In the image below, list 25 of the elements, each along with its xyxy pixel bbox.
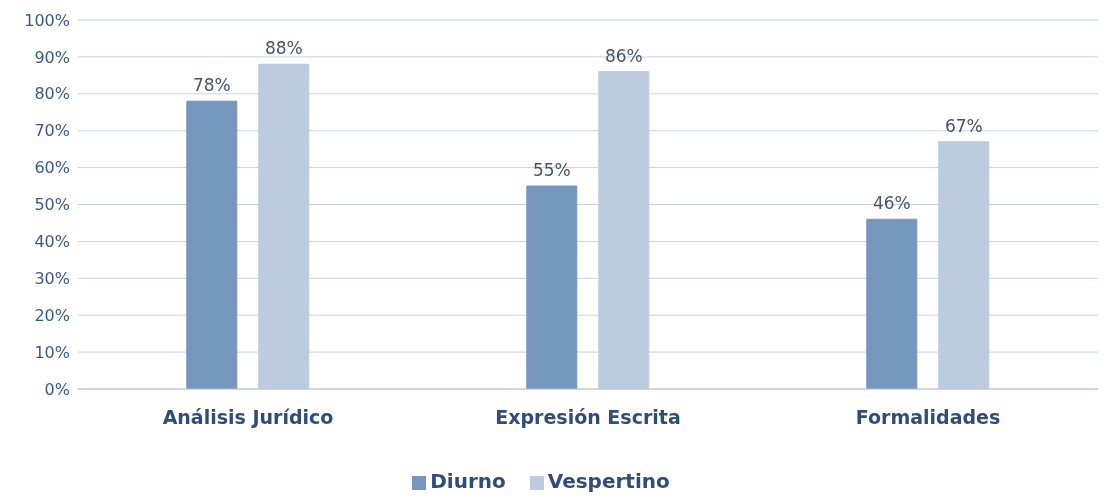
x-tick-label: Análisis Jurídico bbox=[162, 406, 334, 429]
y-tick-label: 50% bbox=[34, 195, 70, 215]
data-label: 46% bbox=[872, 193, 911, 214]
x-tick-label: Expresión Escrita bbox=[495, 406, 681, 429]
data-label: 86% bbox=[604, 45, 643, 66]
legend-label: Diurno bbox=[430, 469, 506, 493]
bar bbox=[186, 100, 238, 389]
y-tick-label: 60% bbox=[34, 158, 70, 178]
bar bbox=[866, 218, 918, 389]
data-label: 78% bbox=[192, 75, 231, 96]
data-label: 67% bbox=[944, 115, 983, 136]
legend-label: Vespertino bbox=[547, 469, 670, 493]
bar bbox=[526, 185, 578, 389]
y-tick-label: 70% bbox=[34, 121, 70, 141]
data-label: 88% bbox=[264, 38, 303, 59]
y-tick-label: 80% bbox=[34, 84, 70, 104]
x-tick-label: Formalidades bbox=[855, 406, 1001, 429]
y-tick-label: 40% bbox=[34, 232, 70, 252]
y-tick-label: 10% bbox=[34, 342, 70, 362]
y-tick-label: 20% bbox=[34, 305, 70, 325]
y-tick-label: 0% bbox=[44, 379, 70, 399]
y-tick-label: 30% bbox=[34, 268, 70, 288]
data-label: 55% bbox=[532, 160, 571, 181]
y-tick-label: 100% bbox=[24, 10, 70, 30]
y-tick-label: 90% bbox=[34, 47, 70, 67]
